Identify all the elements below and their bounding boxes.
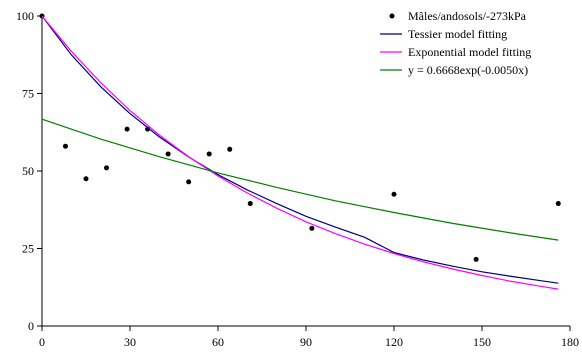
scatter-point [124,126,130,132]
series-layer [39,13,561,290]
axes [37,15,571,331]
scatter-point [186,179,192,185]
scatter-point [62,143,68,149]
tick-labels: 0 25 50 75 100 0 30 60 90 120 150 180 [16,9,579,349]
scatter-series [39,13,561,262]
x-tick-label: 120 [385,335,403,349]
scatter-point [391,191,397,197]
x-tick-label: 30 [124,335,136,349]
legend: Mâles/andosols/-273kPa Tessier model fitt… [380,9,531,77]
legend-label: Mâles/andosols/-273kPa [408,9,527,23]
legend-marker [389,13,395,19]
series-line-3 [41,118,559,241]
y-tick-label: 25 [22,242,34,256]
x-tick-label: 180 [561,335,579,349]
legend-label: y = 0.6668exp(-0.0050x) [408,63,528,77]
y-tick-label: 50 [22,164,34,178]
scatter-point [165,151,171,157]
series-line-1 [41,15,559,284]
scatter-point [473,256,479,262]
y-tick-label: 100 [16,9,34,23]
scatter-point [227,146,233,152]
scatter-point [104,165,110,171]
scatter-point [309,225,315,231]
series-line-2 [41,15,559,290]
scatter-point [206,151,212,157]
x-tick-label: 60 [212,335,224,349]
x-tick-label: 0 [39,335,45,349]
scatter-point [83,176,89,182]
scatter-point [555,201,561,207]
y-tick-label: 0 [28,319,34,333]
legend-label: Exponential model fitting [408,45,531,59]
scatter-point [247,201,253,207]
x-tick-label: 90 [300,335,312,349]
legend-label: Tessier model fitting [408,27,507,41]
x-tick-label: 150 [473,335,491,349]
y-tick-label: 75 [22,87,34,101]
